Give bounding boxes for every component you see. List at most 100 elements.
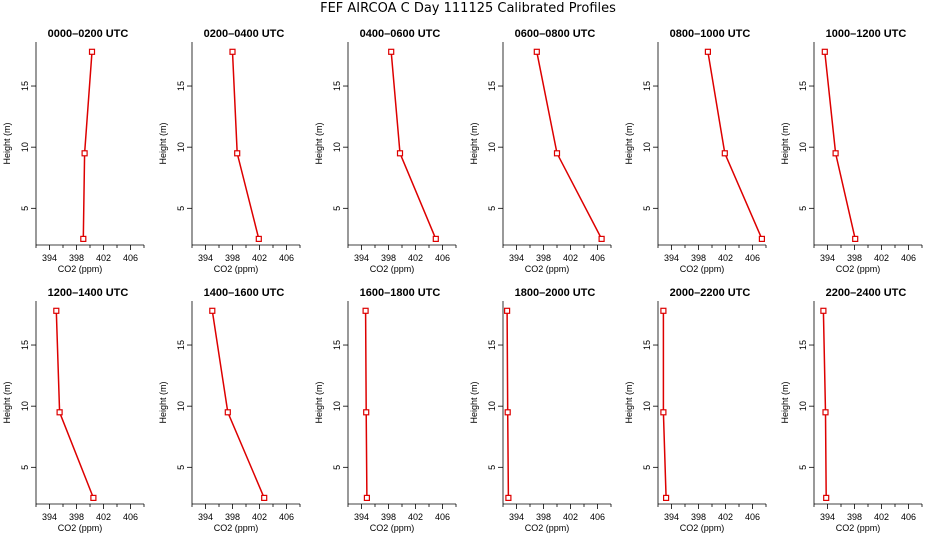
y-tick-label: 10 — [642, 142, 652, 152]
panel-title: 0200–0400 UTC — [204, 28, 285, 40]
profile-panel: 0000–0200 UTC 394 398 402 406 CO2 (ppm) 5 10 15 H… — [2, 28, 145, 274]
y-tick-label: 10 — [176, 142, 186, 152]
panel-title: 0400–0600 UTC — [360, 28, 441, 40]
data-point — [388, 48, 395, 55]
y-axis-label: Height (m) — [780, 381, 790, 423]
profile-line — [390, 51, 437, 240]
profile-line — [211, 310, 265, 499]
x-tick-label: 406 — [435, 253, 450, 263]
x-tick-label: 398 — [381, 512, 396, 522]
data-point — [504, 409, 511, 416]
data-point — [396, 150, 404, 157]
x-tick-label: 398 — [691, 253, 706, 263]
x-tick-label: 394 — [198, 253, 213, 263]
profile-line — [662, 310, 667, 498]
panel-title: 0000–0200 UTC — [48, 28, 129, 40]
x-tick-label: 398 — [536, 512, 551, 522]
panel-title: 2200–2400 UTC — [826, 287, 907, 299]
x-axis-label: CO2 (ppm) — [680, 264, 725, 274]
data-point — [662, 494, 670, 501]
x-tick-label: 394 — [42, 253, 57, 263]
data-point — [432, 235, 439, 242]
x-axis-label: CO2 (ppm) — [680, 523, 725, 533]
y-axis-label: Height (m) — [158, 381, 168, 423]
y-axis-label: Height (m) — [2, 381, 12, 423]
y-tick-label: 15 — [176, 81, 186, 91]
data-point — [81, 150, 88, 157]
profile-panel: 2200–2400 UTC 394 398 402 406 CO2 (ppm) 5 10 15 H… — [780, 287, 923, 533]
x-tick-label: 398 — [225, 512, 240, 522]
profile-panel: 0800–1000 UTC 394 398 402 406 CO2 (ppm) 5 10 15 H… — [624, 28, 767, 274]
y-tick-label: 5 — [20, 465, 30, 470]
profile-panel: 0200–0400 UTC 394 398 402 406 CO2 (ppm) 5 10 15 H… — [158, 28, 301, 274]
y-tick-label: 5 — [642, 206, 652, 211]
x-tick-label: 406 — [435, 512, 450, 522]
x-tick-label: 394 — [509, 512, 524, 522]
profile-line — [506, 310, 510, 498]
data-point — [758, 235, 766, 242]
x-axis-label: CO2 (ppm) — [370, 523, 415, 533]
panel-title: 1800–2000 UTC — [515, 287, 596, 299]
x-axis-label: CO2 (ppm) — [836, 264, 881, 274]
x-tick-label: 398 — [69, 253, 84, 263]
x-tick-label: 406 — [901, 512, 916, 522]
panel-title: 0800–1000 UTC — [670, 28, 751, 40]
x-tick-label: 398 — [381, 253, 396, 263]
x-tick-label: 406 — [590, 512, 605, 522]
panel-title: 0600–0800 UTC — [515, 28, 596, 40]
data-point — [721, 150, 728, 157]
y-tick-label: 15 — [20, 340, 30, 350]
data-point — [224, 409, 231, 416]
x-tick-label: 406 — [745, 512, 760, 522]
x-tick-label: 406 — [123, 512, 138, 522]
y-axis-label: Height (m) — [314, 122, 324, 164]
x-tick-label: 402 — [96, 253, 111, 263]
x-tick-label: 406 — [279, 253, 294, 263]
x-tick-label: 394 — [820, 512, 835, 522]
x-tick-label: 402 — [96, 512, 111, 522]
y-tick-label: 15 — [798, 81, 808, 91]
data-point — [660, 409, 667, 416]
panel-title: 1600–1800 UTC — [360, 287, 441, 299]
x-tick-label: 402 — [874, 512, 889, 522]
data-point — [504, 307, 511, 314]
y-tick-label: 10 — [798, 401, 808, 411]
profile-line — [822, 310, 827, 498]
panel-title: 2000–2200 UTC — [670, 287, 751, 299]
data-point — [229, 48, 236, 55]
y-tick-label: 5 — [332, 465, 342, 470]
x-tick-label: 402 — [718, 512, 733, 522]
x-axis-label: CO2 (ppm) — [58, 523, 103, 533]
y-tick-label: 10 — [332, 401, 342, 411]
y-tick-label: 5 — [176, 465, 186, 470]
profile-panel: 0600–0800 UTC 394 398 402 406 CO2 (ppm) 5 10 15 H… — [469, 28, 612, 274]
x-tick-label: 398 — [69, 512, 84, 522]
y-tick-label: 5 — [332, 206, 342, 211]
y-tick-label: 5 — [798, 206, 808, 211]
y-axis-label: Height (m) — [314, 381, 324, 423]
y-axis-label: Height (m) — [469, 381, 479, 423]
y-tick-label: 5 — [487, 206, 497, 211]
x-tick-label: 406 — [590, 253, 605, 263]
y-tick-label: 10 — [798, 142, 808, 152]
x-tick-label: 394 — [198, 512, 213, 522]
data-point — [261, 494, 268, 501]
y-axis-label: Height (m) — [469, 122, 479, 164]
profile-line — [707, 51, 763, 240]
y-tick-label: 15 — [642, 340, 652, 350]
data-point — [704, 48, 712, 55]
x-tick-label: 398 — [536, 253, 551, 263]
x-tick-label: 406 — [745, 253, 760, 263]
x-tick-label: 394 — [42, 512, 57, 522]
y-tick-label: 10 — [20, 142, 30, 152]
data-point — [505, 494, 512, 501]
x-tick-label: 398 — [847, 512, 862, 522]
y-tick-label: 15 — [642, 81, 652, 91]
x-tick-label: 402 — [563, 253, 578, 263]
y-tick-label: 15 — [487, 81, 497, 91]
data-point — [90, 494, 97, 501]
data-point — [821, 48, 828, 55]
data-point — [209, 307, 216, 314]
x-tick-label: 394 — [664, 512, 679, 522]
x-tick-label: 394 — [354, 512, 369, 522]
